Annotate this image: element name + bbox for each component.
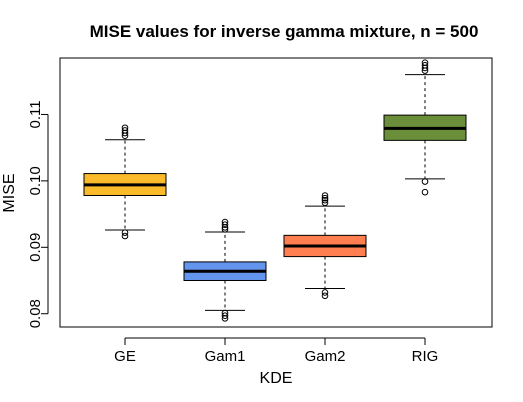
y-tick-label: 0.09 xyxy=(27,233,44,262)
outlier-point xyxy=(321,192,329,199)
y-tick-label: 0.08 xyxy=(27,299,44,328)
y-tick-label: 0.10 xyxy=(27,166,44,195)
x-axis: GE Gam1 Gam2 RIG xyxy=(114,337,439,365)
outlier-point xyxy=(421,62,429,69)
outlier-point xyxy=(221,218,229,226)
box-gam1 xyxy=(183,218,267,322)
outlier-point xyxy=(321,196,329,204)
y-tick-label: 0.11 xyxy=(27,100,44,128)
outlier-point xyxy=(421,59,429,66)
outlier-point xyxy=(221,315,229,322)
x-axis-label: KDE xyxy=(260,370,293,387)
x-tick-label: Gam1 xyxy=(205,348,246,365)
outlier-point xyxy=(321,289,329,296)
outlier-point xyxy=(421,178,429,185)
x-tick-label: RIG xyxy=(412,348,439,365)
outlier-point xyxy=(121,127,129,134)
chart-title: MISE values for inverse gamma mixture, n… xyxy=(90,22,479,41)
x-tick-label: Gam2 xyxy=(305,348,346,365)
outlier-point xyxy=(321,199,329,207)
plot-frame xyxy=(59,57,493,328)
outlier-point xyxy=(421,188,429,196)
box-rig xyxy=(383,59,467,196)
outlier-point xyxy=(121,229,129,236)
outlier-point xyxy=(121,124,129,132)
outlier-point xyxy=(221,221,229,229)
x-tick-label: GE xyxy=(114,348,136,365)
outlier-point xyxy=(321,292,329,300)
outlier-point xyxy=(321,194,329,202)
y-axis-label: MISE xyxy=(1,173,18,212)
outlier-point xyxy=(221,312,229,320)
box-gam2 xyxy=(283,192,367,300)
box-ge xyxy=(83,124,167,240)
outlier-point xyxy=(121,232,129,240)
outlier-point xyxy=(221,226,229,233)
y-axis: 0.08 0.09 0.10 0.11 xyxy=(27,100,49,328)
plot-marks xyxy=(83,59,467,322)
